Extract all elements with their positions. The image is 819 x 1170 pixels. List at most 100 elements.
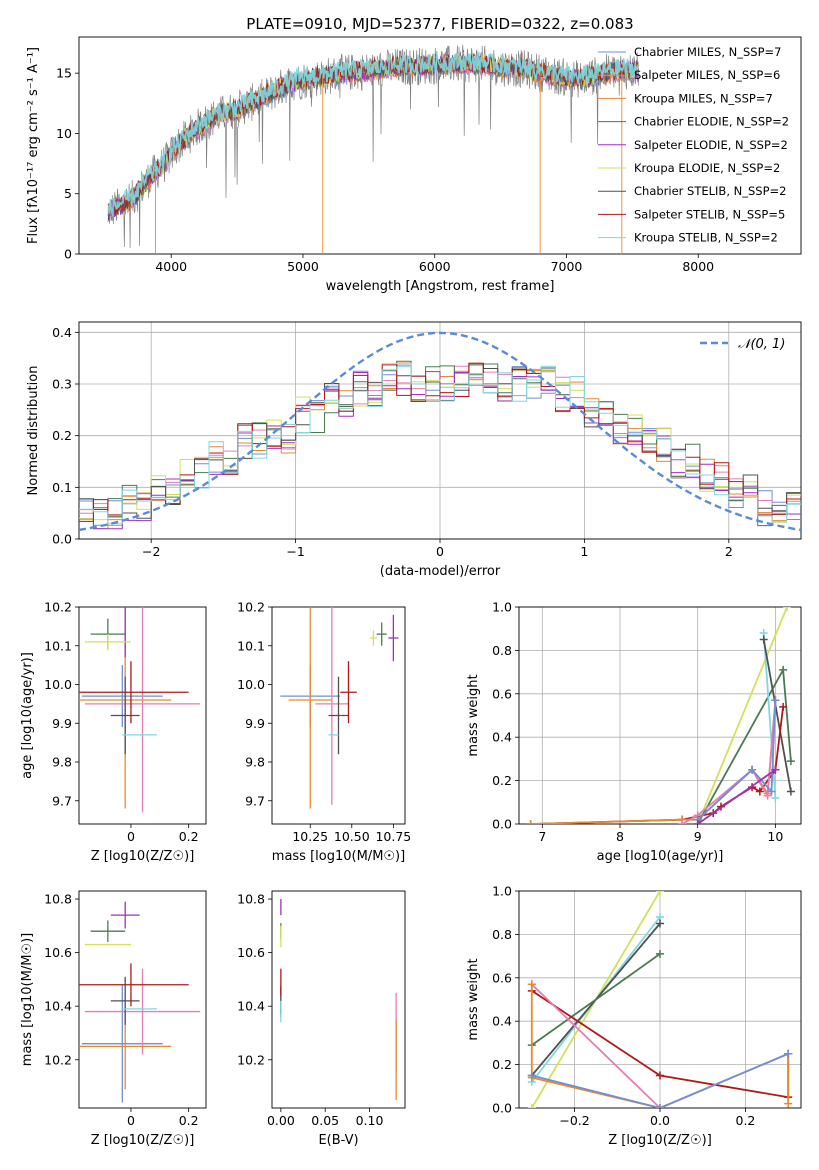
y-tick-label: 10.6 (237, 945, 265, 960)
y-tick-label: 10.2 (44, 600, 72, 615)
y-axis-label: mass weight (466, 958, 481, 1040)
y-tick-label: 10.2 (237, 600, 265, 615)
y-tick-label: 0 (64, 247, 72, 262)
legend-label: Kroupa STELIB, N_SSP=2 (634, 231, 778, 245)
y-tick-label: 0.2 (492, 773, 512, 788)
y-tick-label: 0.1 (52, 480, 72, 495)
series-line-salpeter-miles (681, 700, 777, 824)
y-tick-label: 0.8 (492, 927, 512, 942)
y-tick-label: 0.6 (492, 686, 512, 701)
y-tick-label: 10.0 (237, 677, 265, 692)
x-tick-label: 10.75 (375, 829, 411, 844)
y-tick-label: 0.4 (52, 325, 72, 340)
axes-frame (271, 890, 406, 1109)
y-tick-label: 10 (56, 126, 72, 141)
x-tick-label: 7 (538, 829, 546, 844)
x-tick-label: 0.0 (650, 1113, 670, 1128)
x-tick-label: 0.2 (736, 1113, 756, 1128)
x-tick-label: 7000 (551, 259, 583, 274)
y-tick-label: 0.2 (52, 428, 72, 443)
y-axis-label: Flux [fλ10⁻¹⁷ erg cm⁻² s⁻¹ A⁻¹] (26, 47, 41, 244)
point-marker (771, 793, 780, 802)
y-tick-label: 10.8 (237, 892, 265, 907)
point-marker (527, 980, 536, 989)
point-marker (755, 787, 764, 796)
point-marker (771, 696, 780, 705)
series-line-chabrier-stelib (762, 639, 792, 792)
legend-label: Salpeter STELIB, N_SSP=5 (634, 207, 785, 221)
y-tick-label: 1.0 (492, 600, 512, 615)
x-tick-label: 10.25 (292, 829, 328, 844)
plot-layer (79, 331, 801, 532)
y-axis-label: age [log10(age/yr)] (20, 652, 35, 779)
chart-residual-histogram: −2 −1 0 1 2 0.0 0.1 0.2 0.3 0.4 (data-model)/error… (26, 321, 802, 579)
point-marker (779, 702, 788, 711)
y-tick-label: 5 (64, 186, 72, 201)
y-tick-label: 9.9 (245, 716, 265, 731)
x-tick-label: 6000 (419, 259, 451, 274)
y-tick-label: 0.3 (52, 377, 72, 392)
y-tick-label: 10.8 (44, 892, 72, 907)
x-axis-label: age [log10(age/yr)] (597, 849, 724, 864)
plot-layer (79, 901, 201, 1103)
y-tick-label: 0.6 (492, 970, 512, 985)
point-marker (786, 757, 795, 766)
y-tick-label: 10.4 (44, 999, 72, 1014)
x-tick-label: 0.05 (311, 1113, 339, 1128)
y-tick-label: 1.0 (492, 884, 512, 899)
x-axis-label: E(B-V) (318, 1133, 358, 1148)
x-tick-label: 2 (725, 544, 733, 559)
point-marker (656, 919, 664, 928)
point-marker (527, 1104, 536, 1108)
plot-layer (280, 607, 399, 809)
x-tick-label: 10 (767, 829, 783, 844)
x-tick-label: 0 (436, 544, 444, 559)
point-marker (678, 820, 687, 824)
point-marker (783, 607, 792, 611)
chart-weight-vs-z: −0.2 0.0 0.2 0.0 0.2 0.4 0.6 0.8 1.0 Z [log10(Z/Z… (466, 884, 802, 1148)
model-line-kroupa-stelib (107, 51, 640, 217)
point-marker (656, 891, 664, 895)
plot-layer (107, 44, 640, 254)
plot-layer (79, 607, 201, 813)
y-tick-label: 9.8 (245, 755, 265, 770)
x-tick-label: 8000 (682, 259, 714, 274)
x-tick-label: −0.2 (559, 1113, 589, 1128)
plot-layer (526, 607, 795, 824)
legend-label: Salpeter ELODIE, N_SSP=2 (634, 138, 788, 152)
plot-layer (527, 891, 793, 1108)
series-line-salpeter-stelib (530, 706, 784, 824)
histogram-chabrier-stelib (79, 364, 801, 519)
y-axis-label: mass weight (466, 674, 481, 756)
y-tick-label: 9.7 (245, 793, 265, 808)
point-marker (526, 820, 535, 824)
series-line-salpeter-elodie (697, 769, 776, 824)
point-marker (748, 765, 757, 774)
point-marker (656, 1071, 664, 1080)
axes-frame (78, 36, 802, 255)
axes-frame (78, 890, 207, 1109)
point-marker (784, 1099, 793, 1108)
point-marker (693, 820, 702, 824)
chart-spectrum: 4000 5000 6000 7000 8000 0 5 10 15 wavelength [An… (26, 36, 802, 294)
x-tick-label: 0.2 (179, 1113, 199, 1128)
y-axis-label: mass [log10(M/M☉)] (20, 933, 35, 1066)
point-marker (656, 949, 664, 958)
chart-mass-vs-z: 0 0.2 10.2 10.4 10.6 10.8 Z [log10(Z/Z☉)] mass … (20, 890, 207, 1148)
axes-frame (518, 606, 802, 825)
legend-label: Salpeter MILES, N_SSP=6 (634, 68, 780, 82)
x-tick-label: 0 (127, 1113, 135, 1128)
series-line-kroupa-miles (530, 984, 790, 1108)
x-tick-label: 4000 (155, 259, 187, 274)
y-axis-label: Normed distribution (26, 366, 41, 496)
y-tick-label: 10.4 (237, 999, 265, 1014)
axes-frame (271, 606, 406, 825)
series-line-kroupa-miles (530, 700, 777, 824)
series-line-chabrier-elodie (531, 953, 661, 1046)
series-line-chabrier-miles (697, 700, 777, 821)
y-tick-label: 10.2 (237, 1052, 265, 1067)
x-tick-label: 9 (694, 829, 702, 844)
legend-label: Kroupa ELODIE, N_SSP=2 (634, 161, 780, 175)
chart-age-vs-mass: 10.25 10.50 10.75 9.7 9.8 9.9 10.0 10.1 10.2 mass… (237, 600, 411, 865)
x-axis-label: Z [log10(Z/Z☉)] (91, 1133, 195, 1148)
